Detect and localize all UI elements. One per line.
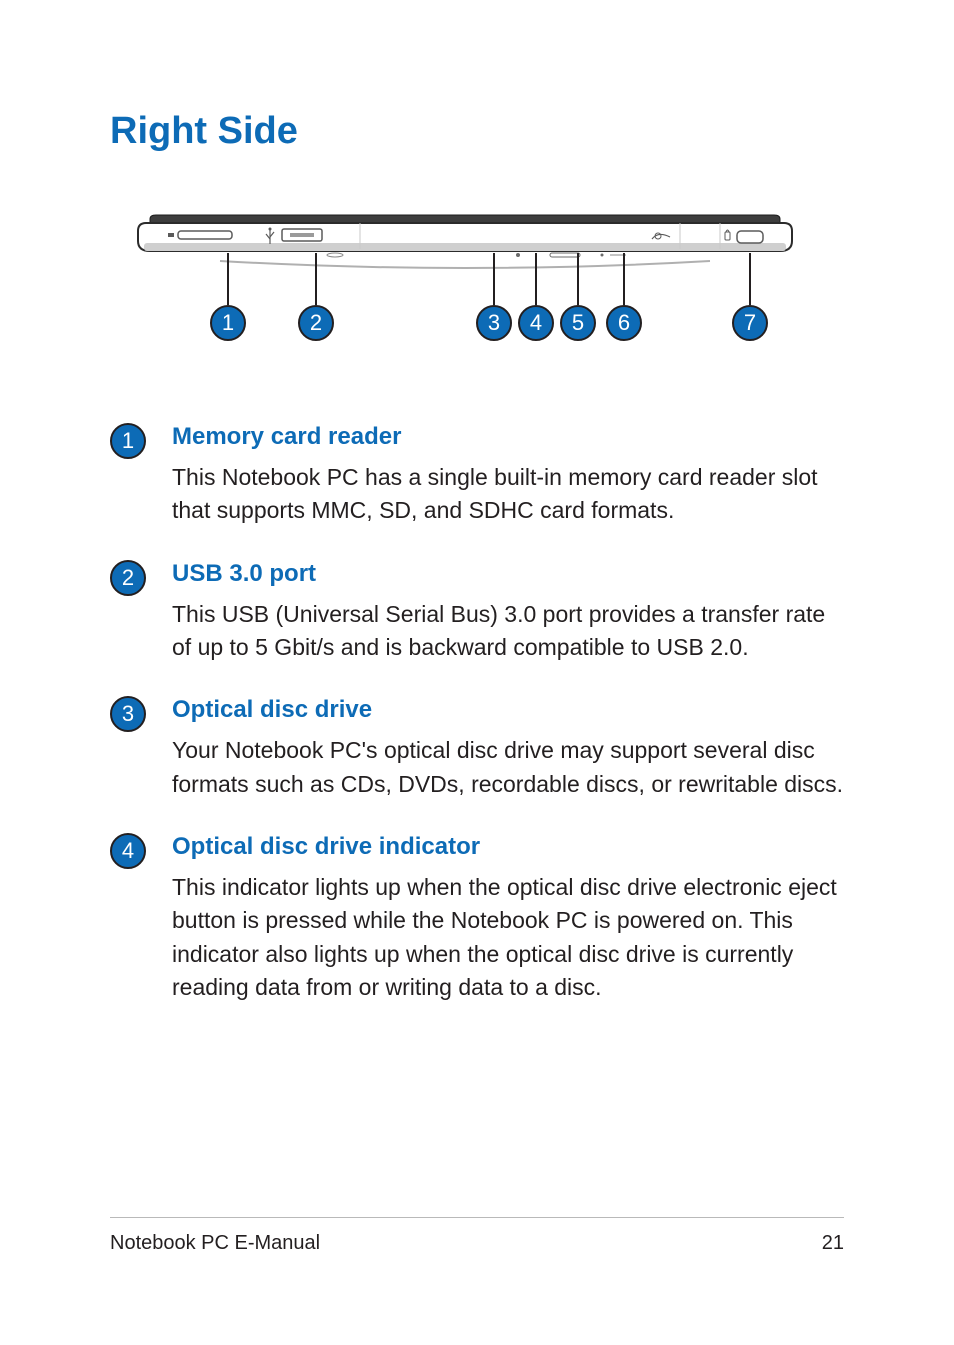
diagram-callout-row: 1 2 3456 7: [120, 283, 810, 353]
callout-leader-line: [227, 253, 229, 305]
page-footer: Notebook PC E-Manual 21: [110, 1217, 844, 1255]
diagram-callout-bubble: 4: [518, 305, 554, 341]
feature-item-title: Optical disc drive indicator: [172, 833, 844, 861]
feature-item-body: Memory card reader This Notebook PC has a…: [172, 423, 844, 528]
diagram-callout-bubble: 1: [210, 305, 246, 341]
feature-item: 4 Optical disc drive indicator This indica…: [110, 833, 844, 1004]
diagram-callout-bubble: 7: [732, 305, 768, 341]
feature-item-bubble: 3: [110, 696, 146, 732]
feature-item-bubble: 1: [110, 423, 146, 459]
callout-leader-line: [577, 253, 579, 305]
diagram-callout-bubble: 5: [560, 305, 596, 341]
feature-item-title: USB 3.0 port: [172, 560, 844, 588]
laptop-side-illustration: [120, 213, 810, 283]
page-title: Right Side: [110, 110, 844, 153]
feature-item-text: Your Notebook PC's optical disc drive ma…: [172, 734, 844, 801]
document-page: Right Side: [0, 0, 954, 1345]
feature-list: 1 Memory card reader This Notebook PC has …: [110, 423, 844, 1004]
diagram-callout-bubble: 2: [298, 305, 334, 341]
feature-item-bubble: 4: [110, 833, 146, 869]
callout-leader-line: [315, 253, 317, 305]
feature-item-body: Optical disc drive indicator This indicat…: [172, 833, 844, 1004]
callout-leader-line: [623, 253, 625, 305]
feature-item-text: This USB (Universal Serial Bus) 3.0 port…: [172, 598, 844, 665]
diagram-callout-bubble: 3: [476, 305, 512, 341]
feature-item: 1 Memory card reader This Notebook PC has …: [110, 423, 844, 528]
callout-leader-line: [749, 253, 751, 305]
callout-leader-line: [493, 253, 495, 305]
feature-item-bubble: 2: [110, 560, 146, 596]
feature-item-text: This Notebook PC has a single built-in m…: [172, 461, 844, 528]
footer-doc-title: Notebook PC E-Manual: [110, 1232, 320, 1255]
laptop-side-diagram: 1 2 3456 7: [120, 213, 810, 353]
feature-item: 2 USB 3.0 port This USB (Universal Serial …: [110, 560, 844, 665]
feature-item-title: Memory card reader: [172, 423, 844, 451]
footer-page-number: 21: [822, 1232, 844, 1255]
feature-item-text: This indicator lights up when the optica…: [172, 871, 844, 1004]
callout-leader-line: [535, 253, 537, 305]
feature-item-body: Optical disc drive Your Notebook PC's opt…: [172, 696, 844, 801]
feature-item-title: Optical disc drive: [172, 696, 844, 724]
diagram-callout-bubble: 6: [606, 305, 642, 341]
feature-item: 3 Optical disc drive Your Notebook PC's op…: [110, 696, 844, 801]
feature-item-body: USB 3.0 port This USB (Universal Serial B…: [172, 560, 844, 665]
